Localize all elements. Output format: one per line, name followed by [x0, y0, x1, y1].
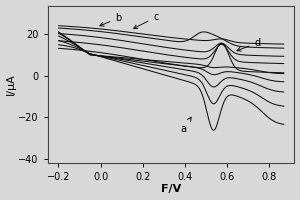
- Text: c: c: [134, 12, 159, 29]
- Text: a: a: [181, 117, 191, 134]
- X-axis label: F/V: F/V: [161, 184, 181, 194]
- Text: d: d: [237, 38, 260, 51]
- Y-axis label: I/μA: I/μA: [6, 73, 16, 95]
- Text: b: b: [100, 13, 122, 26]
